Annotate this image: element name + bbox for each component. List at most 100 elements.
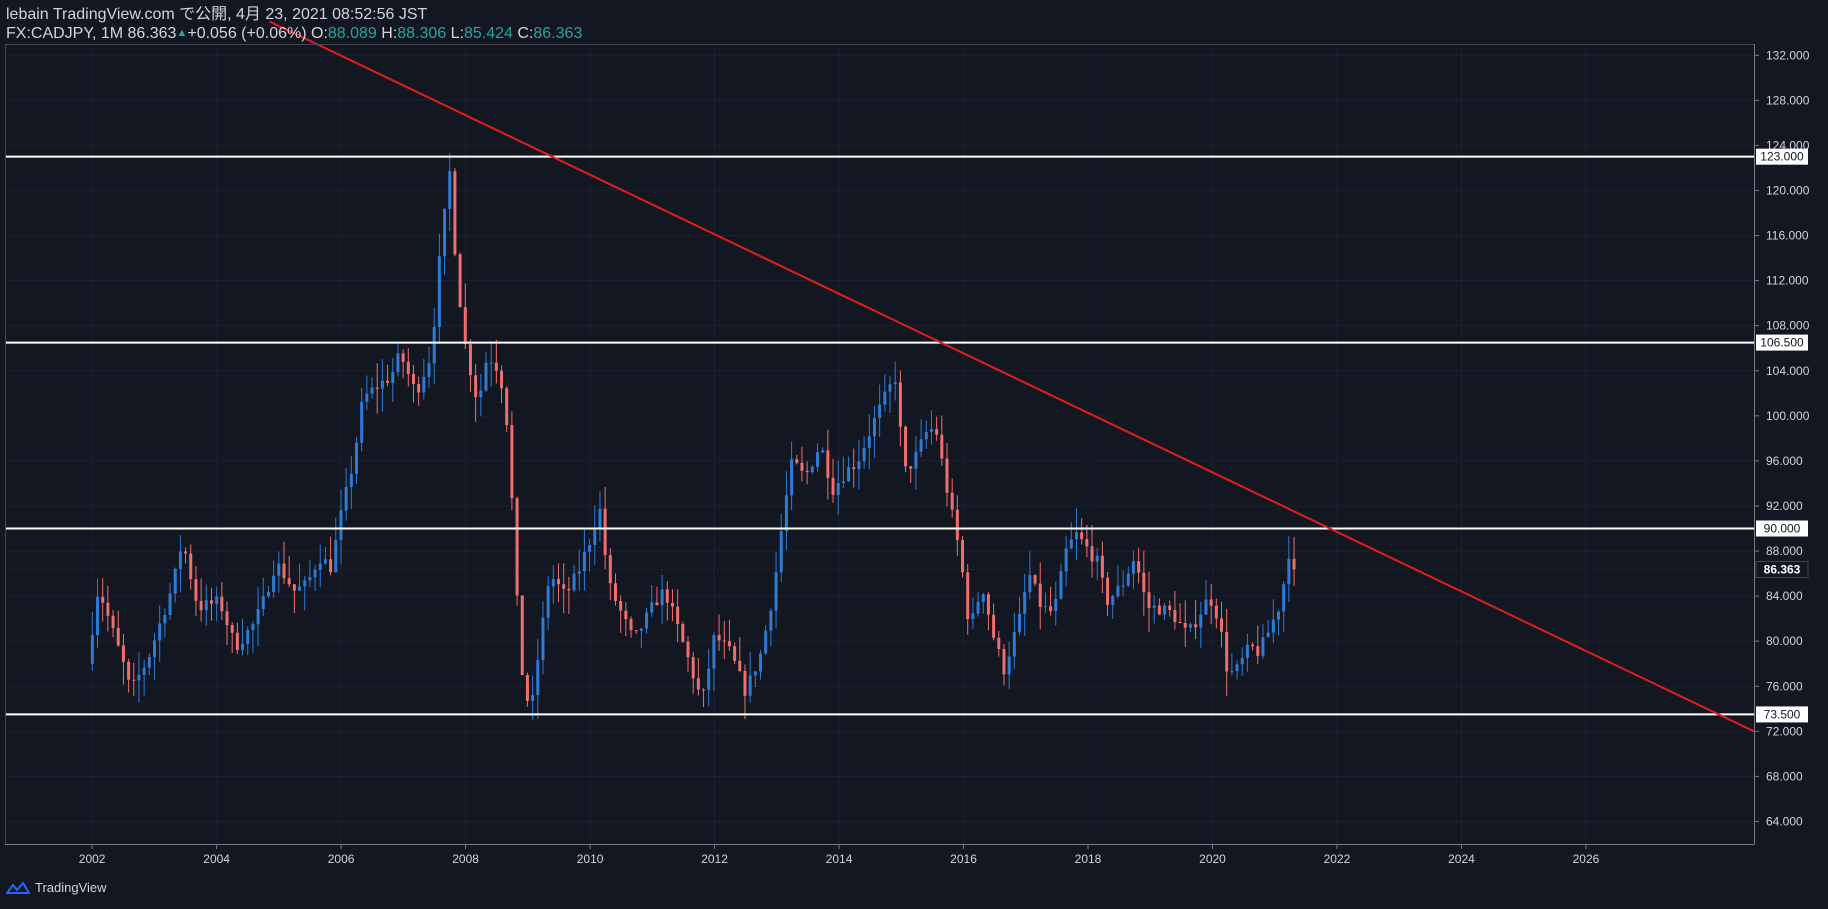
candle-body <box>277 563 281 576</box>
candle-body <box>272 575 276 593</box>
candle-body <box>686 641 690 658</box>
candle-body <box>546 586 550 618</box>
candle-body <box>707 668 711 690</box>
candle-body <box>1007 656 1011 675</box>
candle-body <box>976 601 980 614</box>
candle-body <box>557 579 561 585</box>
candle-body <box>173 568 177 594</box>
candle-body <box>1235 664 1239 672</box>
close-value: 86.363 <box>533 25 583 42</box>
candle-body <box>1261 637 1265 656</box>
candle-body <box>1245 644 1249 658</box>
candle-body <box>691 657 695 679</box>
candle-body <box>1214 605 1218 619</box>
y-tick-label: 112.000 <box>1766 274 1809 288</box>
candles <box>90 153 1296 720</box>
trendline-group[interactable] <box>269 20 1755 733</box>
candle-body <box>624 610 628 620</box>
y-tick-label: 116.000 <box>1766 229 1809 243</box>
candle-body <box>613 583 617 601</box>
high-value: 88.306 <box>397 25 447 42</box>
y-tick-label: 104.000 <box>1766 364 1810 378</box>
candle-body <box>427 363 431 377</box>
close-label: C: <box>517 25 534 42</box>
candle-body <box>152 640 156 657</box>
trendline[interactable] <box>269 20 1755 733</box>
candle-body <box>251 624 255 631</box>
candle-body <box>1090 546 1094 562</box>
candle-body <box>593 528 597 546</box>
candle-body <box>194 579 198 601</box>
candle-body <box>127 661 131 680</box>
candle-body <box>241 643 245 651</box>
candle-body <box>489 362 493 364</box>
candle-body <box>702 689 706 691</box>
open-value: 88.089 <box>327 25 377 42</box>
candle-body <box>857 461 861 469</box>
candle-body <box>753 671 757 676</box>
candle-body <box>733 646 737 661</box>
chart-header: lebain TradingView.com で公開, 4月 23, 2021 … <box>6 5 582 43</box>
candle-body <box>567 588 571 591</box>
candle-body <box>577 571 581 574</box>
candle-body <box>1251 644 1255 647</box>
candle-body <box>536 660 540 696</box>
candle-body <box>1116 585 1120 597</box>
candle-body <box>401 353 405 362</box>
time-axis[interactable]: 2002 2004 2006 2008 2010 2012 2014 2016 2018 2020… <box>5 844 1754 866</box>
horizontal-levels[interactable] <box>5 155 1754 716</box>
candle-body <box>225 611 229 626</box>
price-axis[interactable]: 132.000128.000124.000120.000116.000112.0… <box>1754 44 1810 844</box>
candle-body <box>1157 605 1161 615</box>
brand-name: TradingView <box>35 880 107 895</box>
candle-body <box>847 467 851 482</box>
x-tick-label: 2022 <box>1324 852 1351 866</box>
candle-body <box>598 508 602 529</box>
candle-body <box>966 572 970 620</box>
candle-body <box>443 208 447 257</box>
candle-body <box>422 376 426 393</box>
candle-body <box>795 459 799 463</box>
candle-body <box>639 628 643 631</box>
candle-body <box>484 362 488 391</box>
candle-body <box>909 466 913 469</box>
candle-body <box>479 390 483 398</box>
candle-body <box>836 483 840 495</box>
candle-body <box>924 431 928 440</box>
candle-body <box>1080 532 1084 540</box>
candle-body <box>619 600 623 611</box>
y-tick-label: 96.000 <box>1766 454 1803 468</box>
candle-body <box>572 573 576 591</box>
candle-body <box>365 393 369 402</box>
candle-body <box>1152 605 1156 608</box>
x-tick-label: 2010 <box>577 852 604 866</box>
y-tick-label: 120.000 <box>1766 183 1810 197</box>
candle-body <box>230 625 234 633</box>
candle-body <box>821 450 825 453</box>
candle-body <box>800 462 804 471</box>
candle-body <box>950 492 954 510</box>
candle-body <box>696 678 700 690</box>
candle-body <box>1240 657 1244 665</box>
candle-body <box>355 442 359 474</box>
candle-body <box>458 254 462 308</box>
x-tick-label: 2002 <box>79 852 106 866</box>
candle-body <box>1276 611 1280 620</box>
candle-body <box>287 578 291 585</box>
candle-body <box>132 679 136 681</box>
branding[interactable]: TradingView <box>6 880 107 895</box>
symbol-label[interactable]: FX:CADJPY, 1M 86.363 <box>6 25 177 42</box>
candle-body <box>717 634 721 641</box>
candle-body <box>339 510 343 540</box>
candle-body <box>1131 561 1135 574</box>
candle-body <box>1074 532 1078 540</box>
candle-body <box>1002 649 1006 675</box>
candle-body <box>406 361 410 375</box>
candle-body <box>505 388 509 426</box>
candle-body <box>163 614 167 624</box>
candle-body <box>893 382 897 385</box>
y-tick-label: 100.000 <box>1766 409 1810 423</box>
candle-body <box>815 452 819 467</box>
candle-body <box>961 540 965 573</box>
